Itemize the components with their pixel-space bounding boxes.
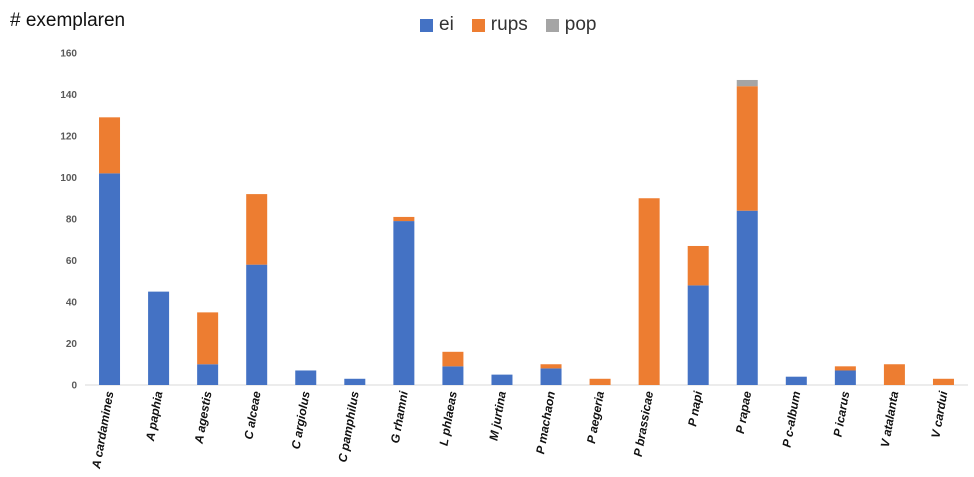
bar-segment-rups <box>99 117 121 174</box>
x-tick-label: P napi <box>685 389 705 427</box>
legend-label-rups: rups <box>490 14 528 35</box>
x-tick-label: P machaon <box>533 390 558 455</box>
bar-segment-rups <box>246 194 268 265</box>
x-tick-label: V atalanta <box>878 390 902 449</box>
bar-segment-ei <box>785 376 807 385</box>
bar-segment-pop <box>736 79 758 87</box>
bar-segment-ei <box>393 221 415 385</box>
bar-segment-rups <box>442 351 464 367</box>
x-tick-label: A cardamines <box>89 390 117 471</box>
bar-segment-ei <box>540 368 562 385</box>
y-tick-label: 20 <box>66 339 78 350</box>
x-tick-label: P c-album <box>780 390 804 449</box>
x-tick-label: P brassicae <box>631 390 656 458</box>
legend-item-pop: pop <box>545 14 597 36</box>
x-tick-label: P aegeria <box>584 390 607 445</box>
bar-segment-ei <box>295 370 317 385</box>
bar-segment-ei <box>442 366 464 385</box>
bar-segment-ei <box>344 378 366 385</box>
legend-swatch-pop <box>545 18 559 32</box>
legend-item-rups: rups <box>471 14 528 36</box>
bar-segment-ei <box>197 364 219 385</box>
x-tick-label: P icarus <box>830 390 852 438</box>
y-tick-label: 140 <box>60 90 77 101</box>
x-tick-label: C alceae <box>241 390 263 441</box>
x-tick-label: G rhamni <box>388 389 411 444</box>
bar-segment-ei <box>148 291 170 385</box>
bar-segment-rups <box>736 86 758 211</box>
bar-segment-ei <box>491 374 513 385</box>
bar-segment-rups <box>638 198 660 385</box>
x-tick-label: C argiolus <box>289 390 313 451</box>
y-tick-label: 40 <box>66 298 78 309</box>
x-tick-label: A paphia <box>143 390 166 443</box>
bar-segment-ei <box>99 173 121 385</box>
x-tick-label: C pamphilus <box>335 390 361 464</box>
bar-segment-rups <box>883 364 905 385</box>
legend-item-ei: ei <box>420 14 454 36</box>
y-tick-label: 120 <box>60 132 77 143</box>
x-tick-label: M jurtina <box>486 390 509 442</box>
y-tick-label: 160 <box>60 49 77 60</box>
bar-segment-rups <box>540 364 562 369</box>
bar-segment-rups <box>393 216 415 222</box>
bar-segment-ei <box>834 370 856 385</box>
y-tick-label: 100 <box>60 173 77 184</box>
bar-segment-rups <box>834 366 856 371</box>
bar-segment-ei <box>246 264 268 385</box>
x-tick-label: A agestis <box>191 390 214 446</box>
y-axis-title: # exemplaren <box>10 10 126 31</box>
y-tick-label: 60 <box>66 256 78 267</box>
bar-segment-rups <box>932 378 954 385</box>
bar-segment-rups <box>589 378 611 385</box>
y-tick-label: 0 <box>71 381 77 392</box>
x-tick-label: V cardui <box>928 389 950 439</box>
x-tick-label: L phlaeas <box>437 390 460 447</box>
x-tick-label: P rapae <box>733 390 754 435</box>
legend-swatch-ei <box>420 18 433 32</box>
bar-segment-rups <box>687 245 709 286</box>
legend-label-pop: pop <box>564 14 597 35</box>
legend-label-ei: ei <box>439 14 454 35</box>
legend: ei rups pop <box>420 14 614 36</box>
bar-segment-ei <box>736 210 758 385</box>
bar-segment-ei <box>687 285 709 385</box>
legend-swatch-rups <box>471 18 485 32</box>
bar-segment-rups <box>197 312 219 365</box>
y-tick-label: 80 <box>66 215 78 226</box>
